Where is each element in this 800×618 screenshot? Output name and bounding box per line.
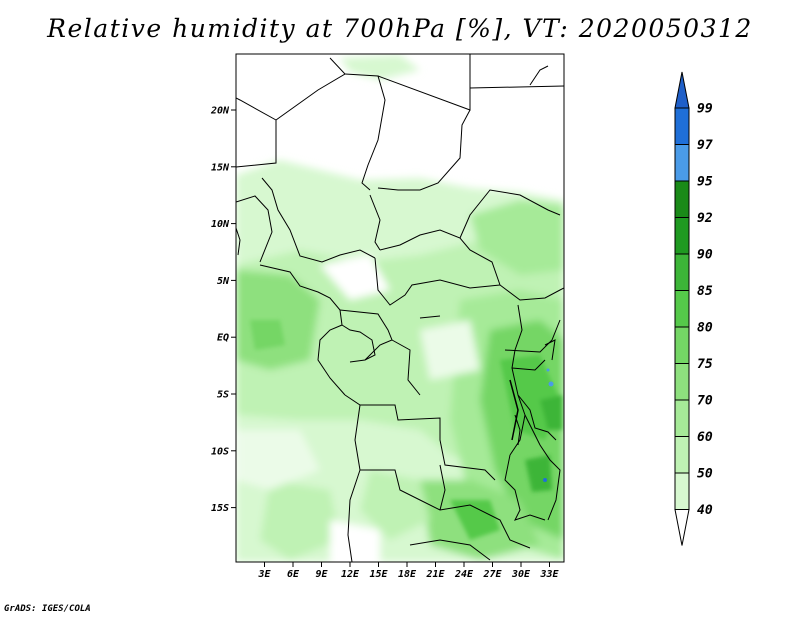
lat-tick-label: 20N	[210, 106, 230, 117]
colorbar-segment	[674, 217, 690, 255]
colorbar-label: 50	[697, 467, 713, 482]
lon-tick-label: 33E	[539, 569, 559, 580]
lat-tick-label: 5N	[217, 276, 230, 287]
lat-tick-label: 15N	[211, 162, 230, 173]
colorbar-segment	[674, 472, 690, 510]
colorbar-segment	[674, 253, 690, 291]
map-panel: 20N 15N 10N 5N EQ 5S 10S 15S 3E 6E 9E 12E 15E 18E 21E…	[210, 53, 713, 580]
lat-tick-label: EQ	[217, 333, 229, 344]
lon-tick-label: 27E	[482, 569, 502, 580]
humidity-shading	[236, 54, 564, 562]
colorbar-segment	[674, 107, 690, 145]
colorbar-segment	[674, 436, 690, 474]
colorbar-segment	[674, 399, 690, 437]
lon-tick-label: 15E	[369, 569, 388, 580]
colorbar-label: 95	[697, 175, 713, 190]
lon-tick-label: 18E	[398, 569, 417, 580]
colorbar-label: 60	[697, 430, 713, 445]
lat-tick-label: 5S	[217, 390, 229, 401]
lon-tick-label: 6E	[287, 569, 300, 580]
colorbar-bottom-arrow	[674, 509, 690, 546]
colorbar-top-arrow	[674, 71, 690, 109]
lon-tick-label: 21E	[425, 569, 445, 580]
lon-tick-label: 30E	[511, 569, 531, 580]
map-frame	[235, 53, 565, 563]
lon-tick-label: 9E	[315, 569, 328, 580]
lat-tick-label: 15S	[211, 503, 229, 514]
latitude-axis: 20N 15N 10N 5N EQ 5S 10S 15S	[210, 106, 236, 514]
lon-tick-label: 3E	[257, 569, 271, 580]
colorbar-label: 97	[697, 138, 713, 153]
lat-tick-label: 10S	[211, 446, 229, 457]
colorbar-label: 92	[697, 211, 713, 226]
grads-credit: GrADS: IGES/COLA	[4, 604, 91, 614]
map-title: Relative humidity at 700hPa [%], VT: 202…	[47, 14, 753, 43]
colorbar-label: 40	[697, 503, 713, 518]
colorbar-label: 90	[697, 248, 713, 263]
colorbar-segment	[674, 326, 690, 364]
colorbar-segment	[674, 144, 690, 182]
lon-tick-label: 24E	[454, 569, 474, 580]
lat-tick-label: 10N	[211, 219, 230, 230]
colorbar-label: 85	[697, 284, 713, 299]
colorbar-segment	[674, 180, 690, 218]
boundaries	[236, 54, 564, 562]
colorbar-label: 80	[697, 321, 713, 336]
colorbar-label: 75	[697, 357, 713, 372]
colorbar: 99 97 95 92 90 85 80 75 70 60 50 40	[674, 71, 713, 546]
colorbar-segment	[674, 290, 690, 328]
lon-tick-label: 12E	[341, 569, 360, 580]
longitude-axis: 3E 6E 9E 12E 15E 18E 21E 24E 27E 30E 33E	[257, 562, 560, 580]
colorbar-label: 99	[697, 102, 713, 117]
colorbar-label: 70	[697, 394, 713, 409]
colorbar-segment	[674, 363, 690, 401]
